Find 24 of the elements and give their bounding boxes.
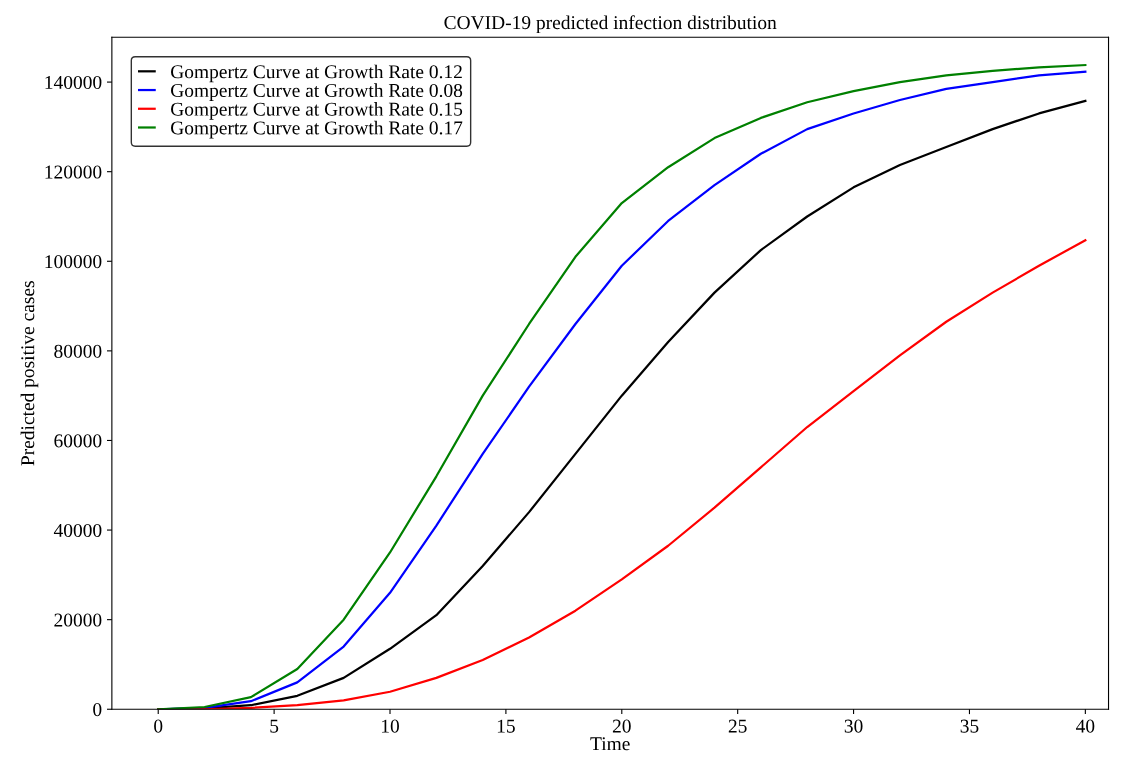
y-tick-label: 0 — [93, 703, 102, 717]
y-tick-label: 40000 — [53, 523, 102, 537]
legend-label: Gompertz Curve at Growth Rate 0.15 — [171, 102, 463, 120]
legend-label: Gompertz Curve at Growth Rate 0.17 — [171, 120, 463, 139]
legend-label: Gompertz Curve at Growth Rate 0.08 — [171, 83, 463, 101]
x-tick-label: 30 — [844, 719, 863, 733]
x-tick-label: 20 — [612, 719, 631, 733]
x-tick-label: 10 — [382, 719, 399, 733]
y-tick-label: 140000 — [45, 75, 102, 90]
y-axis-title: Predicted positive cases — [20, 281, 39, 466]
x-axis-title: Time — [590, 737, 630, 751]
x-tick-label: 35 — [960, 719, 979, 733]
x-tick-label: 0 — [154, 719, 163, 733]
x-tick-label: 5 — [270, 719, 279, 733]
chart-title: COVID-19 predicted infection distribution — [444, 15, 777, 34]
y-tick-label: 20000 — [54, 613, 102, 627]
legend-label: Gompertz Curve at Growth Rate 0.12 — [171, 64, 462, 83]
x-tick-label: 15 — [497, 719, 515, 733]
y-tick-label: 100000 — [45, 255, 102, 269]
x-tick-label: 40 — [1076, 719, 1095, 733]
x-tick-label: 25 — [728, 719, 747, 733]
y-tick-label: 60000 — [54, 434, 102, 448]
y-tick-label: 80000 — [54, 344, 102, 358]
y-tick-label: 120000 — [45, 165, 102, 179]
